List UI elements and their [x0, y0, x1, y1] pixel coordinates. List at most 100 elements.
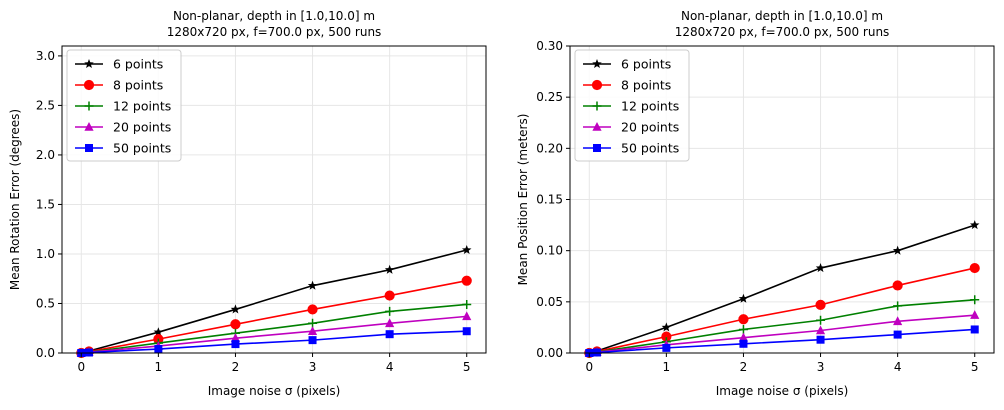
data-point [153, 327, 164, 337]
legend: 6 points 8 points 12 points 20 points 50 poi… [66, 49, 182, 162]
data-point [893, 330, 902, 339]
data-point [461, 275, 472, 286]
data-point [738, 293, 749, 303]
legend-item: 6 points [583, 57, 671, 72]
x-tick-label: 3 [817, 360, 825, 374]
y-tick-label: 0.05 [536, 295, 563, 309]
data-point [592, 348, 601, 357]
data-point [738, 324, 748, 334]
x-tick-label: 2 [740, 360, 748, 374]
data-point [739, 339, 748, 348]
x-axis-label: Image noise σ (pixels) [716, 384, 849, 398]
x-tick-label: 0 [585, 360, 593, 374]
legend-box [66, 49, 182, 162]
legend-marker [84, 59, 94, 69]
legend-item: 6 points [75, 57, 163, 72]
data-point [230, 333, 241, 342]
legend-box [574, 49, 690, 162]
y-tick-label: 0.15 [536, 193, 563, 207]
x-tick-label: 0 [77, 360, 85, 374]
data-point [307, 304, 318, 315]
x-tick-label: 1 [155, 360, 163, 374]
data-point [969, 220, 980, 230]
y-tick-label: 0.00 [536, 346, 563, 360]
legend-item: 50 points [583, 141, 679, 156]
data-point [462, 311, 472, 321]
legend-item: 12 points [75, 99, 171, 114]
legend-label: 20 points [113, 120, 171, 135]
legend-marker [84, 122, 94, 131]
data-point [308, 336, 317, 345]
data-point [970, 295, 980, 305]
data-point [461, 245, 472, 255]
x-tick-label: 5 [463, 360, 471, 374]
rotation-error-chart: 0 1 2 3 4 5 0.0 0.5 1.0 1.5 2.0 2.5 3.0 Non-planar, d… [8, 9, 487, 398]
data-point [815, 325, 826, 335]
axes-frame [61, 45, 487, 354]
x-axis-label: Image noise σ (pixels) [208, 384, 341, 398]
x-tick-label: 3 [309, 360, 317, 374]
data-point [384, 264, 395, 274]
data-point [816, 335, 825, 344]
legend-item: 12 points [583, 99, 679, 114]
data-point [307, 280, 318, 290]
x-tick-label: 2 [232, 360, 240, 374]
data-point [661, 322, 672, 332]
data-point [385, 330, 394, 339]
data-point [970, 310, 980, 319]
legend-marker [592, 101, 602, 111]
y-tick-label: 1.5 [36, 197, 55, 211]
legend-label: 20 points [621, 120, 679, 135]
y-tick-label: 2.5 [36, 98, 55, 112]
legend-label: 6 points [621, 57, 671, 72]
legend-label: 50 points [113, 141, 171, 156]
data-point [969, 262, 980, 274]
y-tick-label: 3.0 [36, 49, 55, 63]
legend-marker [592, 122, 602, 131]
y-axis-label: Mean Position Error (meters) [516, 114, 530, 286]
legend-marker [83, 79, 95, 91]
data-point [893, 301, 903, 311]
y-tick-label: 1.0 [36, 247, 55, 261]
data-point [154, 345, 163, 354]
legend-marker [84, 101, 94, 111]
x-tick-label: 1 [663, 360, 671, 374]
x-tick-label: 5 [971, 360, 979, 374]
position-error-chart: 0 1 2 3 4 5 0.00 0.05 0.10 0.15 0.20 0.25 0.30 Non-pl… [516, 9, 995, 398]
data-point [815, 263, 826, 273]
data-point [892, 245, 903, 255]
legend-label: 8 points [621, 78, 671, 93]
legend-label: 12 points [113, 99, 171, 114]
legend: 6 points 8 points 12 points 20 points 50 poi… [574, 49, 690, 162]
legend-label: 8 points [113, 78, 163, 93]
legend-marker [591, 79, 603, 91]
chart-subtitle: 1280x720 px, f=700.0 px, 500 runs [675, 25, 890, 39]
y-tick-label: 0.5 [36, 296, 55, 310]
data-point [462, 299, 472, 309]
legend-marker [592, 59, 602, 69]
y-tick-label: 2.0 [36, 148, 55, 162]
legend-item: 50 points [75, 141, 171, 156]
data-point [231, 340, 240, 349]
data-point [970, 325, 979, 334]
y-axis-label: Mean Rotation Error (degrees) [8, 109, 22, 290]
x-tick-label: 4 [894, 360, 902, 374]
chart-title: Non-planar, depth in [1.0,10.0] m [681, 9, 883, 23]
legend-item: 8 points [583, 78, 671, 93]
legend-label: 6 points [113, 57, 163, 72]
x-tick-label: 4 [386, 360, 394, 374]
data-point [738, 314, 749, 325]
chart-title: Non-planar, depth in [1.0,10.0] m [173, 9, 375, 23]
data-point [230, 319, 241, 330]
data-point [385, 318, 395, 328]
data-point [385, 306, 395, 316]
legend-marker [593, 144, 601, 152]
data-point [816, 315, 826, 325]
data-point [893, 316, 903, 326]
y-tick-label: 0.20 [536, 141, 563, 155]
data-point [662, 343, 671, 352]
chart-subtitle: 1280x720 px, f=700.0 px, 500 runs [167, 25, 382, 39]
data-point [815, 299, 826, 311]
y-tick-label: 0.25 [536, 90, 563, 104]
